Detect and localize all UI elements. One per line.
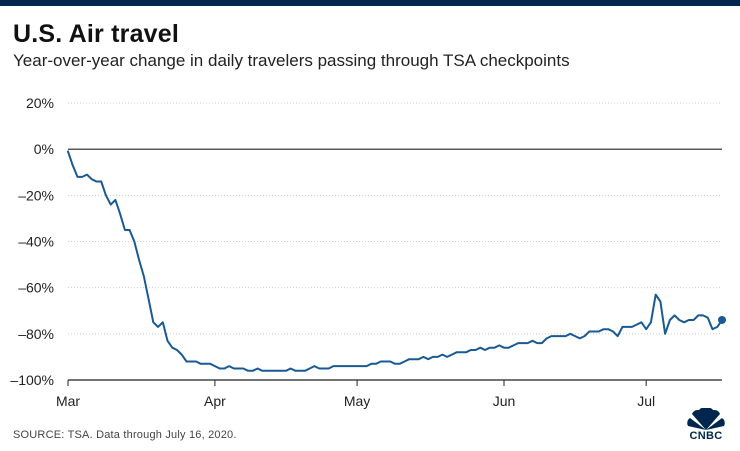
y-tick-label: –40% bbox=[18, 234, 54, 250]
y-tick-label: –60% bbox=[18, 280, 54, 296]
x-tick-label: Apr bbox=[204, 393, 226, 409]
y-tick-label: –100% bbox=[10, 372, 54, 388]
chart-title: U.S. Air travel bbox=[13, 20, 180, 48]
source-note: SOURCE: TSA. Data through July 16, 2020. bbox=[13, 429, 237, 441]
gridlines bbox=[68, 102, 722, 335]
x-tick-label: May bbox=[344, 393, 370, 409]
series-line bbox=[67, 150, 723, 372]
peacock-icon bbox=[687, 407, 725, 430]
x-tick-label: Jun bbox=[493, 393, 516, 409]
top-accent-bar bbox=[0, 0, 740, 6]
y-tick-label: –80% bbox=[18, 326, 54, 342]
x-axis: Mar Apr May Jun Jul bbox=[56, 379, 722, 409]
last-point-marker bbox=[718, 315, 726, 324]
y-tick-label: –20% bbox=[18, 187, 54, 203]
logo-wordmark: CNBC bbox=[689, 430, 723, 442]
x-tick-label: Jul bbox=[637, 393, 655, 409]
chart-subtitle: Year-over-year change in daily travelers… bbox=[13, 51, 570, 70]
y-tick-label: 0% bbox=[34, 141, 54, 157]
x-tick-label: Mar bbox=[56, 393, 80, 409]
cnbc-logo: CNBC bbox=[682, 407, 730, 444]
series-layer bbox=[67, 150, 726, 372]
y-axis-labels: 20% 0% –20% –40% –60% –80% –100% bbox=[10, 95, 54, 388]
y-tick-label: 20% bbox=[26, 95, 54, 111]
